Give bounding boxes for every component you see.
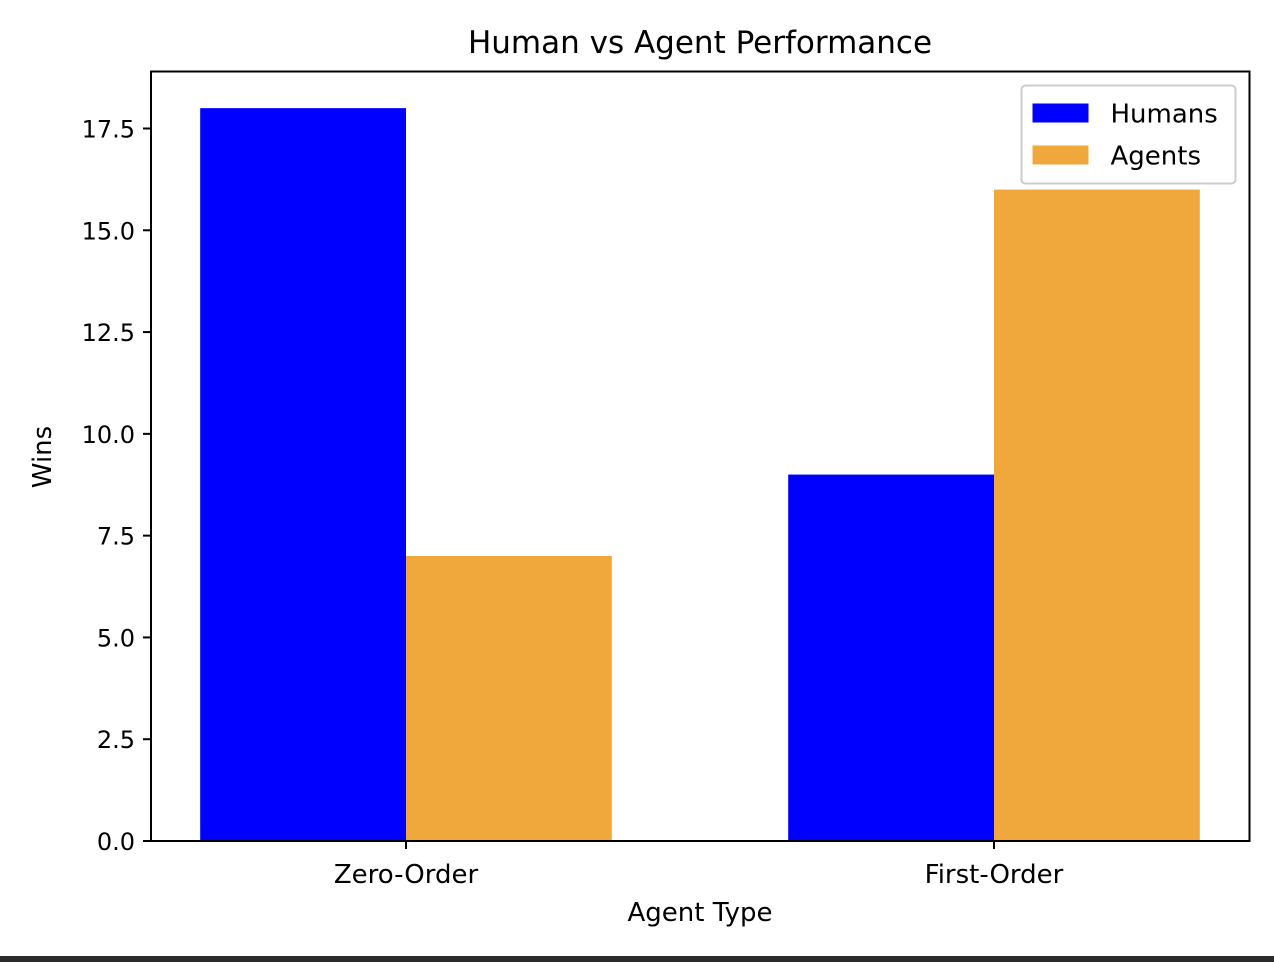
legend-swatch-agents (1032, 145, 1089, 165)
y-tick-label: 15.0 (82, 217, 135, 245)
x-axis-label: Agent Type (628, 898, 773, 928)
x-axis: Zero-Order First-Order (334, 841, 1064, 890)
bar-humans-zero-order (200, 108, 406, 841)
x-tick-label: Zero-Order (334, 860, 479, 890)
y-tick-label: 0.0 (97, 828, 135, 856)
bar-agents-zero-order (406, 556, 612, 841)
y-tick-label: 2.5 (97, 726, 135, 754)
y-tick-label: 5.0 (97, 624, 135, 652)
bars-group (200, 108, 1200, 842)
y-axis: 0.0 2.5 5.0 7.5 10.0 12.5 15.0 17.5 (82, 116, 151, 856)
bar-agents-first-order (994, 189, 1200, 842)
legend-swatch-humans (1032, 103, 1089, 123)
y-axis-label: Wins (28, 426, 58, 488)
bar-humans-first-order (788, 474, 994, 841)
y-tick-label: 10.0 (82, 421, 135, 449)
bottom-border (0, 956, 1274, 962)
legend-label-agents: Agents (1111, 142, 1202, 172)
legend: Humans Agents (1020, 84, 1237, 185)
legend-label-humans: Humans (1111, 100, 1218, 130)
y-tick-label: 7.5 (97, 523, 135, 551)
chart-title: Human vs Agent Performance (468, 25, 932, 61)
y-tick-label: 17.5 (82, 116, 135, 144)
x-tick-label: First-Order (925, 860, 1064, 890)
plot-frame (150, 70, 1251, 842)
y-tick-label: 12.5 (82, 319, 135, 347)
